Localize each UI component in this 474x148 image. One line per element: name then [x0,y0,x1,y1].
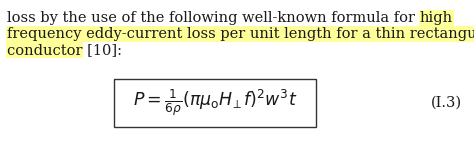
Text: frequency eddy-current loss per unit length for a thin rectangular: frequency eddy-current loss per unit len… [7,27,474,41]
Text: frequency eddy-current loss per unit length for a thin rectangular: frequency eddy-current loss per unit len… [7,27,474,41]
Text: conductor: conductor [7,43,82,57]
Text: high: high [419,11,453,25]
Text: loss by the use of the following well-known formula for: loss by the use of the following well-kn… [7,11,419,25]
FancyBboxPatch shape [114,79,316,127]
Bar [6,26,474,42]
Text: high: high [419,11,453,25]
Bar [6,42,83,58]
Text: (I.3): (I.3) [431,96,462,110]
Text: conductor [10]:: conductor [10]: [7,43,122,57]
Bar [419,10,454,26]
Text: $P = \frac{1}{6\rho}(\pi\mu_{\mathrm{o}} H_{\!\perp} f)^2 w^3 t$: $P = \frac{1}{6\rho}(\pi\mu_{\mathrm{o}}… [133,88,297,118]
